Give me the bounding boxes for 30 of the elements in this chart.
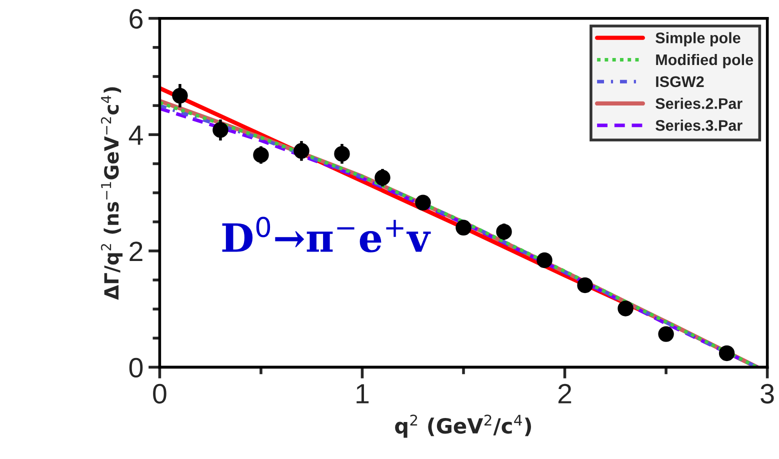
point	[496, 224, 512, 240]
point	[294, 143, 310, 159]
y-tick-label: 2	[130, 242, 142, 261]
legend-label: Modified pole	[656, 54, 754, 68]
point	[334, 146, 350, 162]
point	[618, 300, 634, 316]
point	[536, 252, 552, 268]
point	[415, 194, 431, 211]
y-tick-label: 6	[130, 9, 143, 29]
x-tick-label: 0	[153, 384, 166, 404]
point	[577, 277, 593, 294]
point	[212, 122, 228, 138]
point	[718, 345, 735, 362]
x-axis-title: q$^{2}$ (GeV$^{2}$/c$^{4}$)	[395, 414, 531, 438]
point	[374, 170, 390, 186]
y-tick-label: 4	[128, 126, 143, 145]
point	[253, 147, 269, 163]
annotation: D$^{0}$→π$^{−}$e$^{+}$v	[222, 216, 431, 252]
x-tick-label: 3	[760, 384, 774, 404]
text: ΔΓ/q$^{2}$ (ns$^{−1}$GeV$^{−2}$c$^{4}$)	[100, 87, 123, 300]
legend-label: ISGW2	[656, 76, 704, 88]
point	[172, 88, 188, 104]
y-tick-label: 0	[129, 358, 143, 378]
point	[658, 326, 674, 342]
x-tick-label: 2	[558, 384, 572, 404]
x-tick-label: 1	[356, 384, 369, 404]
legend-label: Series.2.Par	[656, 98, 742, 109]
point	[456, 220, 472, 236]
legend-label: Series.3.Par	[656, 120, 742, 131]
legend-label: Simple pole	[656, 32, 740, 46]
